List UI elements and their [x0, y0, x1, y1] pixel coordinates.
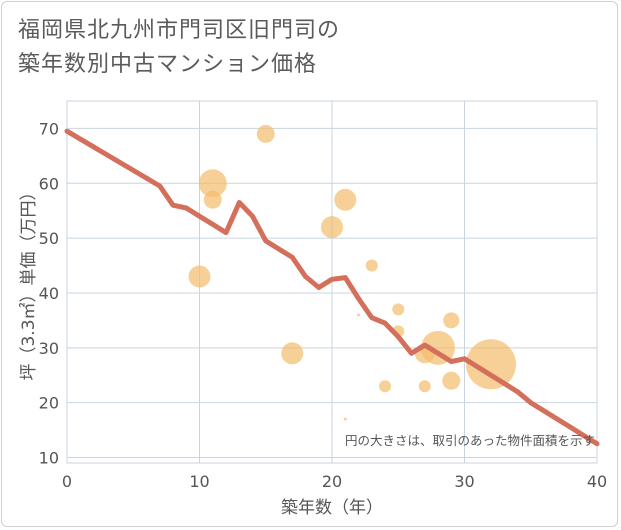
bubble-point: [392, 303, 405, 316]
bubble-series: [188, 124, 516, 421]
bubble-point: [443, 312, 460, 329]
chart-title: 福岡県北九州市門司区旧門司の 築年数別中古マンション価格: [18, 14, 340, 82]
bubble-point: [418, 380, 431, 393]
x-axis-label: 築年数（年）: [281, 498, 383, 518]
x-tick-label: 20: [322, 472, 342, 491]
y-tick-label: 40: [39, 284, 59, 303]
grid-lines: [66, 101, 598, 463]
bubble-point: [188, 265, 211, 288]
bubble-point: [321, 216, 343, 239]
bubble-point: [466, 339, 516, 390]
bubble-point: [442, 371, 461, 390]
size-note: 円の大きさは、取引のあった物件面積を示す: [345, 433, 595, 448]
bubble-point: [256, 124, 275, 143]
y-tick-label: 30: [39, 339, 59, 358]
x-tick-label: 10: [189, 472, 209, 491]
y-tick-label: 20: [39, 394, 59, 413]
y-tick-label: 10: [39, 449, 59, 468]
y-tick-label: 60: [39, 174, 59, 193]
chart-title-line-1: 福岡県北九州市門司区旧門司の: [18, 18, 341, 43]
bubble-point: [198, 169, 227, 198]
y-axis-label: 坪（3.3㎡）単価（万円）: [19, 183, 39, 380]
x-tick-label: 30: [454, 472, 474, 491]
y-tick-label: 50: [39, 229, 59, 248]
bubble-point: [343, 417, 347, 421]
x-tick-label: 40: [587, 472, 607, 491]
trend-line: [64, 128, 600, 447]
bubble-point: [365, 259, 378, 272]
bubble-point: [379, 380, 391, 393]
bubble-point: [281, 342, 304, 365]
x-axis-ticks: 0 10 20 30 40: [62, 472, 607, 491]
x-tick-label: 0: [62, 472, 72, 491]
chart-title-line-2: 築年数別中古マンション価格: [18, 52, 318, 77]
bubble-point: [357, 313, 360, 317]
bubble-point: [203, 190, 222, 209]
y-tick-label: 70: [39, 119, 59, 138]
bubble-point: [334, 188, 357, 211]
y-axis-ticks: 10 20 30 40 50 60 70: [39, 119, 59, 467]
